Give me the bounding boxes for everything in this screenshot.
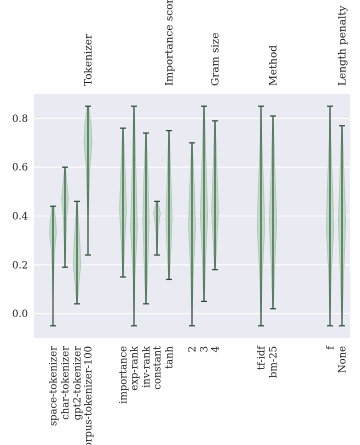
x-tick-label: char-tokenizer bbox=[61, 346, 72, 420]
x-tick-label: corpus-tokenizer-100 bbox=[84, 346, 95, 445]
y-axis: 0.0 0.2 0.4 0.6 0.8 bbox=[12, 114, 28, 320]
x-tick-label: constant bbox=[153, 346, 164, 390]
y-tick-label: 0.8 bbox=[12, 114, 28, 125]
x-tick-label: tf-idf bbox=[257, 345, 268, 370]
group-label: Tokenizer bbox=[83, 33, 95, 86]
x-tick-label: tanh bbox=[165, 345, 176, 368]
x-axis: space-tokenizer char-tokenizer gpt2-tokeni… bbox=[49, 345, 349, 445]
x-tick-label: bm-25 bbox=[269, 346, 280, 378]
x-tick-label: f bbox=[326, 345, 337, 350]
x-tick-label: inv-rank bbox=[142, 345, 153, 388]
group-labels: Tokenizer Importance score Gram size Method… bbox=[83, 0, 349, 86]
x-tick-label: 4 bbox=[211, 346, 222, 352]
x-tick-label: importance bbox=[119, 346, 130, 404]
group-label: Importance score bbox=[164, 0, 176, 86]
group-label: Gram size bbox=[210, 33, 222, 86]
x-tick-label: 3 bbox=[200, 346, 211, 352]
group-label: Length penalty bbox=[337, 5, 349, 86]
y-tick-label: 0.4 bbox=[12, 212, 28, 223]
x-tick-label: gpt2-tokenizer bbox=[73, 346, 84, 420]
y-tick-label: 0.0 bbox=[12, 309, 28, 320]
x-tick-label: space-tokenizer bbox=[49, 346, 60, 426]
x-tick-label: None bbox=[338, 346, 349, 373]
x-tick-label: exp-rank bbox=[130, 345, 141, 391]
y-tick-label: 0.2 bbox=[12, 260, 28, 271]
x-tick-label: 2 bbox=[188, 346, 199, 352]
violins bbox=[49, 105, 347, 327]
group-label: Method bbox=[268, 45, 280, 86]
y-tick-label: 0.6 bbox=[12, 163, 28, 174]
